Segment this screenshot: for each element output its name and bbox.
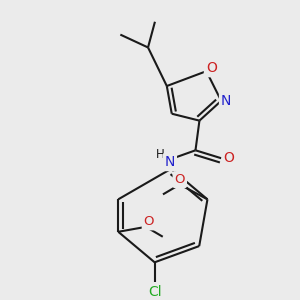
Text: O: O [175, 173, 185, 186]
Text: O: O [144, 215, 154, 228]
Text: N: N [221, 94, 231, 108]
Text: H: H [155, 148, 164, 161]
Text: O: O [224, 151, 235, 165]
Text: Cl: Cl [148, 285, 161, 299]
Text: N: N [165, 155, 175, 169]
Text: O: O [206, 61, 217, 75]
